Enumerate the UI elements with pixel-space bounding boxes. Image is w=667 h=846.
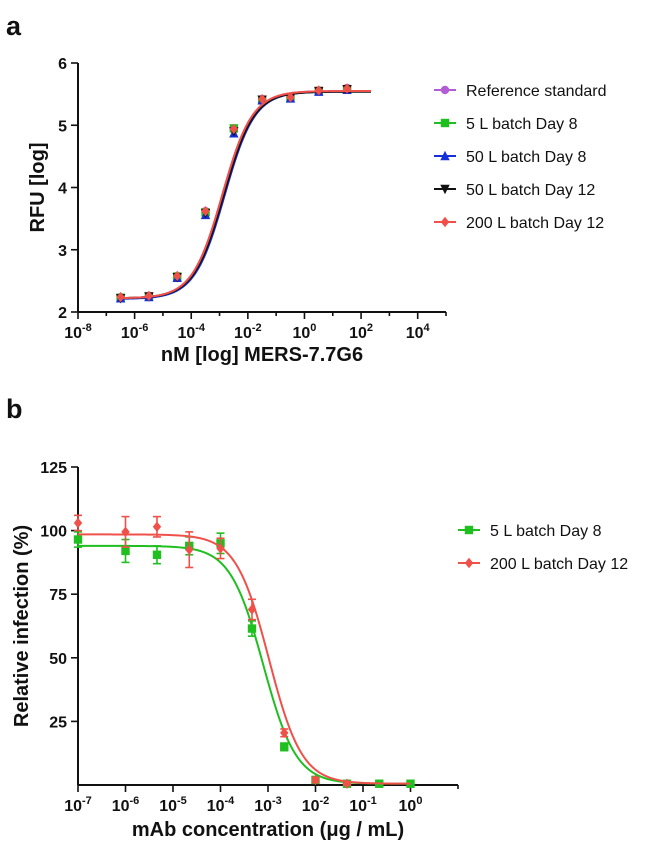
x-tick-label: 10-5: [159, 795, 187, 815]
x-tick-label: 10-1: [349, 795, 377, 815]
x-tick-label: 10-2: [234, 322, 262, 342]
panel-b-letter: b: [6, 394, 23, 424]
legend-label: 50 L batch Day 8: [466, 149, 586, 166]
legend-marker: [440, 150, 450, 161]
legend-marker: [440, 118, 450, 128]
legend-marker: [464, 557, 474, 569]
data-point: [73, 517, 83, 529]
x-tick-label: 10-8: [64, 322, 92, 342]
y-tick-label: 4: [58, 181, 67, 198]
data-point: [73, 535, 83, 544]
data-point: [121, 546, 130, 556]
data-point: [342, 778, 352, 789]
data-point: [257, 93, 267, 105]
fit-curve: [120, 90, 371, 300]
data-point: [152, 550, 162, 559]
legend-label: 5 L batch Day 8: [490, 523, 602, 540]
fit-curve: [78, 533, 411, 785]
y-axis-title: Relative infection (%): [11, 525, 33, 727]
fit-curve: [120, 90, 371, 300]
data-point: [216, 543, 225, 554]
data-point: [144, 290, 154, 302]
legend-label: 50 L batch Day 12: [466, 182, 595, 199]
x-tick-label: 10-7: [64, 795, 92, 815]
data-point: [116, 291, 125, 303]
data-point: [247, 624, 257, 633]
y-tick-label: 75: [49, 587, 67, 604]
data-point: [280, 727, 289, 739]
fit-curve: [120, 90, 371, 300]
x-tick-label: 10-4: [177, 322, 205, 342]
x-tick-label: 10-2: [302, 795, 330, 815]
legend-marker: [464, 525, 474, 535]
data-point: [152, 521, 162, 532]
legend-marker: [440, 184, 450, 195]
data-point: [247, 604, 257, 615]
x-tick-label: 10-6: [112, 795, 140, 815]
fit-curve: [120, 90, 371, 300]
legend-label: Reference standard: [466, 83, 607, 100]
chart-panel-b: 10-7 10-6 10-5 10-4 10-3 10-2 10-1 100 25 50 75 100…: [11, 460, 628, 841]
legend-label: 5 L batch Day 8: [466, 116, 578, 133]
data-point: [201, 205, 210, 217]
y-tick-label: 100: [40, 524, 67, 541]
data-point: [342, 83, 352, 94]
fit-curve: [120, 90, 371, 300]
y-tick-label: 125: [40, 460, 67, 477]
data-point: [286, 92, 295, 103]
legend-label: 200 L batch Day 12: [490, 556, 628, 573]
legend-label: 200 L batch Day 12: [466, 215, 604, 232]
data-point: [311, 774, 320, 786]
y-axis-title: RFU [log]: [27, 143, 49, 233]
x-tick-label: 10-3: [254, 795, 282, 815]
legend-marker: [440, 216, 450, 228]
x-axis-title: mAb concentration (μg / mL): [132, 819, 404, 841]
data-point: [185, 544, 194, 555]
x-tick-label: 102: [349, 322, 373, 342]
y-tick-label: 6: [58, 56, 67, 73]
x-tick-label: 104: [406, 322, 431, 342]
y-tick-label: 2: [58, 305, 67, 322]
panel-a-letter: a: [6, 11, 22, 41]
y-tick-label: 3: [58, 243, 67, 260]
legend-marker: [440, 85, 450, 95]
data-point: [314, 85, 323, 96]
x-tick-label: 100: [293, 322, 317, 342]
x-axis-title: nM [log] MERS-7.7G6: [161, 344, 363, 366]
data-point: [280, 742, 289, 752]
data-point: [173, 270, 182, 282]
x-tick-label: 10-6: [121, 322, 149, 342]
x-tick-label: 10-4: [207, 795, 235, 815]
x-tick-label: 100: [399, 795, 423, 815]
y-tick-label: 25: [49, 714, 67, 731]
chart-panel-a: 10-8 10-6 10-4 10-2 100 102 104 2 3 4 5 6 nM [log] M…: [27, 56, 607, 366]
data-point: [121, 526, 130, 538]
data-point: [229, 123, 239, 135]
y-tick-label: 5: [58, 118, 67, 135]
y-tick-label: 50: [49, 651, 67, 668]
